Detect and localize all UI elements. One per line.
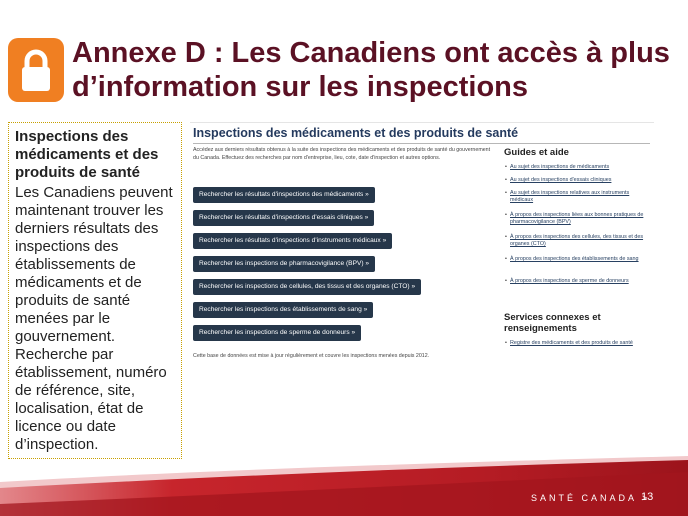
guide-link-cto[interactable]: À propos des inspections des cellules, d… [505, 234, 646, 248]
search-cto-inspections-button[interactable]: Rechercher les inspections de cellules, … [193, 279, 422, 295]
guide-link-drugs[interactable]: Au sujet des inspections de médicaments [505, 164, 646, 171]
lock-icon [22, 49, 50, 91]
web-page-title: Inspections des médicaments et des produ… [193, 126, 519, 140]
guide-link-pharmacovigilance[interactable]: À propos des inspections liées aux bonne… [505, 212, 646, 226]
title-divider [193, 143, 650, 144]
guide-link-blood[interactable]: À propos des inspections des établisseme… [505, 256, 646, 263]
web-page-screenshot: Inspections des médicaments et des produ… [190, 122, 654, 362]
web-page-intro: Accédez aux derniers résultats obtenus à… [193, 147, 491, 161]
slide-title: Annexe D : Les Canadiens ont accès à plu… [72, 37, 670, 103]
description-box: Inspections des médicaments et des produ… [8, 122, 182, 459]
related-link-registry[interactable]: Registre des médicaments et des produits… [505, 340, 646, 347]
lock-tile [8, 38, 64, 102]
related-services-heading: Services connexes et renseignements [504, 312, 601, 334]
description-body: Les Canadiens peuvent maintenant trouver… [15, 184, 173, 453]
guide-link-medical-devices[interactable]: Au sujet des inspections relatives aux i… [505, 190, 646, 204]
footer-brand: SANTÉ CANADA > [531, 493, 651, 503]
search-blood-establishment-inspections-button[interactable]: Rechercher les inspections des établisse… [193, 302, 374, 318]
search-pharmacovigilance-inspections-button[interactable]: Rechercher les inspections de pharmacovi… [193, 256, 376, 272]
guide-link-clinical-trials[interactable]: Au sujet des inspections d'essais cliniq… [505, 177, 646, 184]
footer-wave [0, 456, 688, 516]
page-number: 13 [641, 491, 654, 503]
search-drug-inspections-button[interactable]: Rechercher les résultats d'inspections d… [193, 187, 375, 203]
search-medical-device-inspections-button[interactable]: Rechercher les résultats d'inspections d… [193, 233, 393, 249]
guides-heading: Guides et aide [504, 147, 569, 158]
search-clinical-trial-inspections-button[interactable]: Rechercher les résultats d'inspections d… [193, 210, 375, 226]
description-heading: Inspections des médicaments et des produ… [15, 128, 159, 181]
database-footnote: Cette base de données est mise à jour ré… [193, 353, 430, 359]
search-donor-semen-inspections-button[interactable]: Rechercher les inspections de sperme de … [193, 325, 362, 341]
guide-link-donor-semen[interactable]: À propos des inspections de sperme de do… [505, 278, 646, 285]
